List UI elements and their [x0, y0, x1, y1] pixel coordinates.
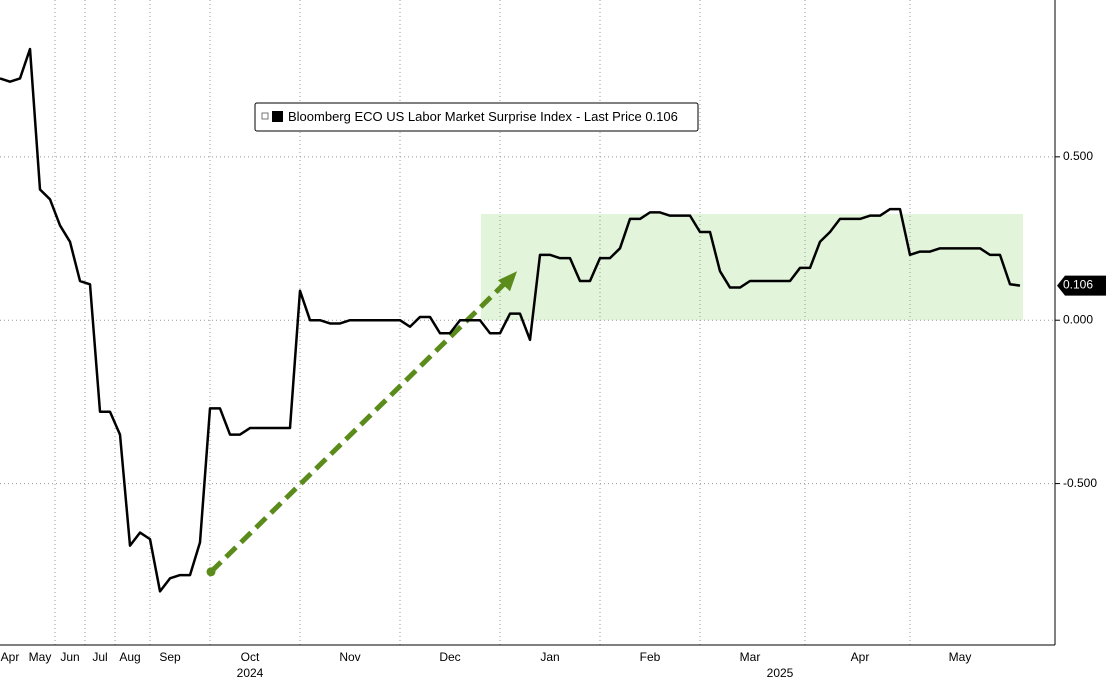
- x-tick-label: May: [29, 650, 52, 664]
- year-label: 2024: [237, 666, 264, 680]
- x-tick-label: Apr: [1, 650, 20, 664]
- x-tick-label: Jul: [92, 650, 107, 664]
- series-line: [0, 47, 1021, 593]
- legend-series-name: Bloomberg ECO US Labor Market Surprise I…: [288, 109, 572, 124]
- y-tick-label: 0.000: [1063, 312, 1093, 326]
- year-label: 2025: [767, 666, 794, 680]
- x-tick-label: Jan: [540, 650, 559, 664]
- x-tick-label: Apr: [851, 650, 870, 664]
- arrow-start: [206, 567, 216, 577]
- last-value-tag: [1057, 275, 1106, 296]
- x-tick-label: Dec: [439, 650, 460, 664]
- x-tick-label: Jun: [60, 650, 79, 664]
- legend-suffix: - Last Price 0.106: [576, 109, 678, 124]
- x-tick-label: Oct: [241, 650, 260, 664]
- x-tick-label: Sep: [159, 650, 181, 664]
- x-tick-label: Mar: [740, 650, 761, 664]
- x-tick-label: May: [949, 650, 972, 664]
- last-value-label: 0.106: [1063, 278, 1093, 292]
- x-tick-label: Feb: [640, 650, 661, 664]
- legend-box: [254, 102, 699, 132]
- arrow-shaft: [209, 278, 510, 574]
- highlight-band: [481, 214, 1023, 321]
- x-tick-label: Nov: [339, 650, 360, 664]
- legend-swatch: [272, 111, 283, 122]
- x-tick-label: Aug: [119, 650, 140, 664]
- legend-label: Bloomberg ECO US Labor Market Surprise I…: [288, 109, 678, 124]
- legend: Bloomberg ECO US Labor Market Surprise I…: [254, 102, 699, 132]
- arrow-head: [498, 271, 517, 292]
- legend-expand: [261, 112, 269, 120]
- y-tick-label: 0.500: [1063, 149, 1093, 163]
- y-tick-label: -0.500: [1063, 476, 1097, 490]
